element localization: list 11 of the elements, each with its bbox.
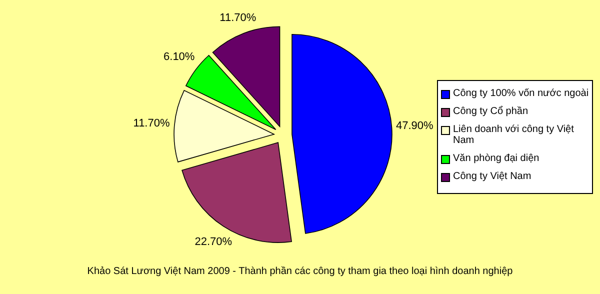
legend-label: Công ty 100% vốn nước ngoài [453, 88, 589, 99]
legend-label: Công ty Việt Nam [453, 171, 532, 182]
data-label: 22.70% [194, 236, 232, 248]
legend-label: Văn phòng đại diện [453, 153, 540, 164]
legend-label: Công ty Cổ phần [453, 106, 528, 117]
data-label: 6.10% [164, 50, 195, 63]
data-label: 47.90% [396, 120, 434, 132]
legend-label: Liên doanh với công ty Việt Nam [453, 124, 575, 146]
data-label: 11.70% [133, 118, 170, 130]
text: Khảo Sát Lương Việt Nam 2009 - Thành phần các công ty tham gia theo loại hình doanh nghiệp [86, 266, 514, 277]
data-label: 11.70% [220, 12, 256, 24]
